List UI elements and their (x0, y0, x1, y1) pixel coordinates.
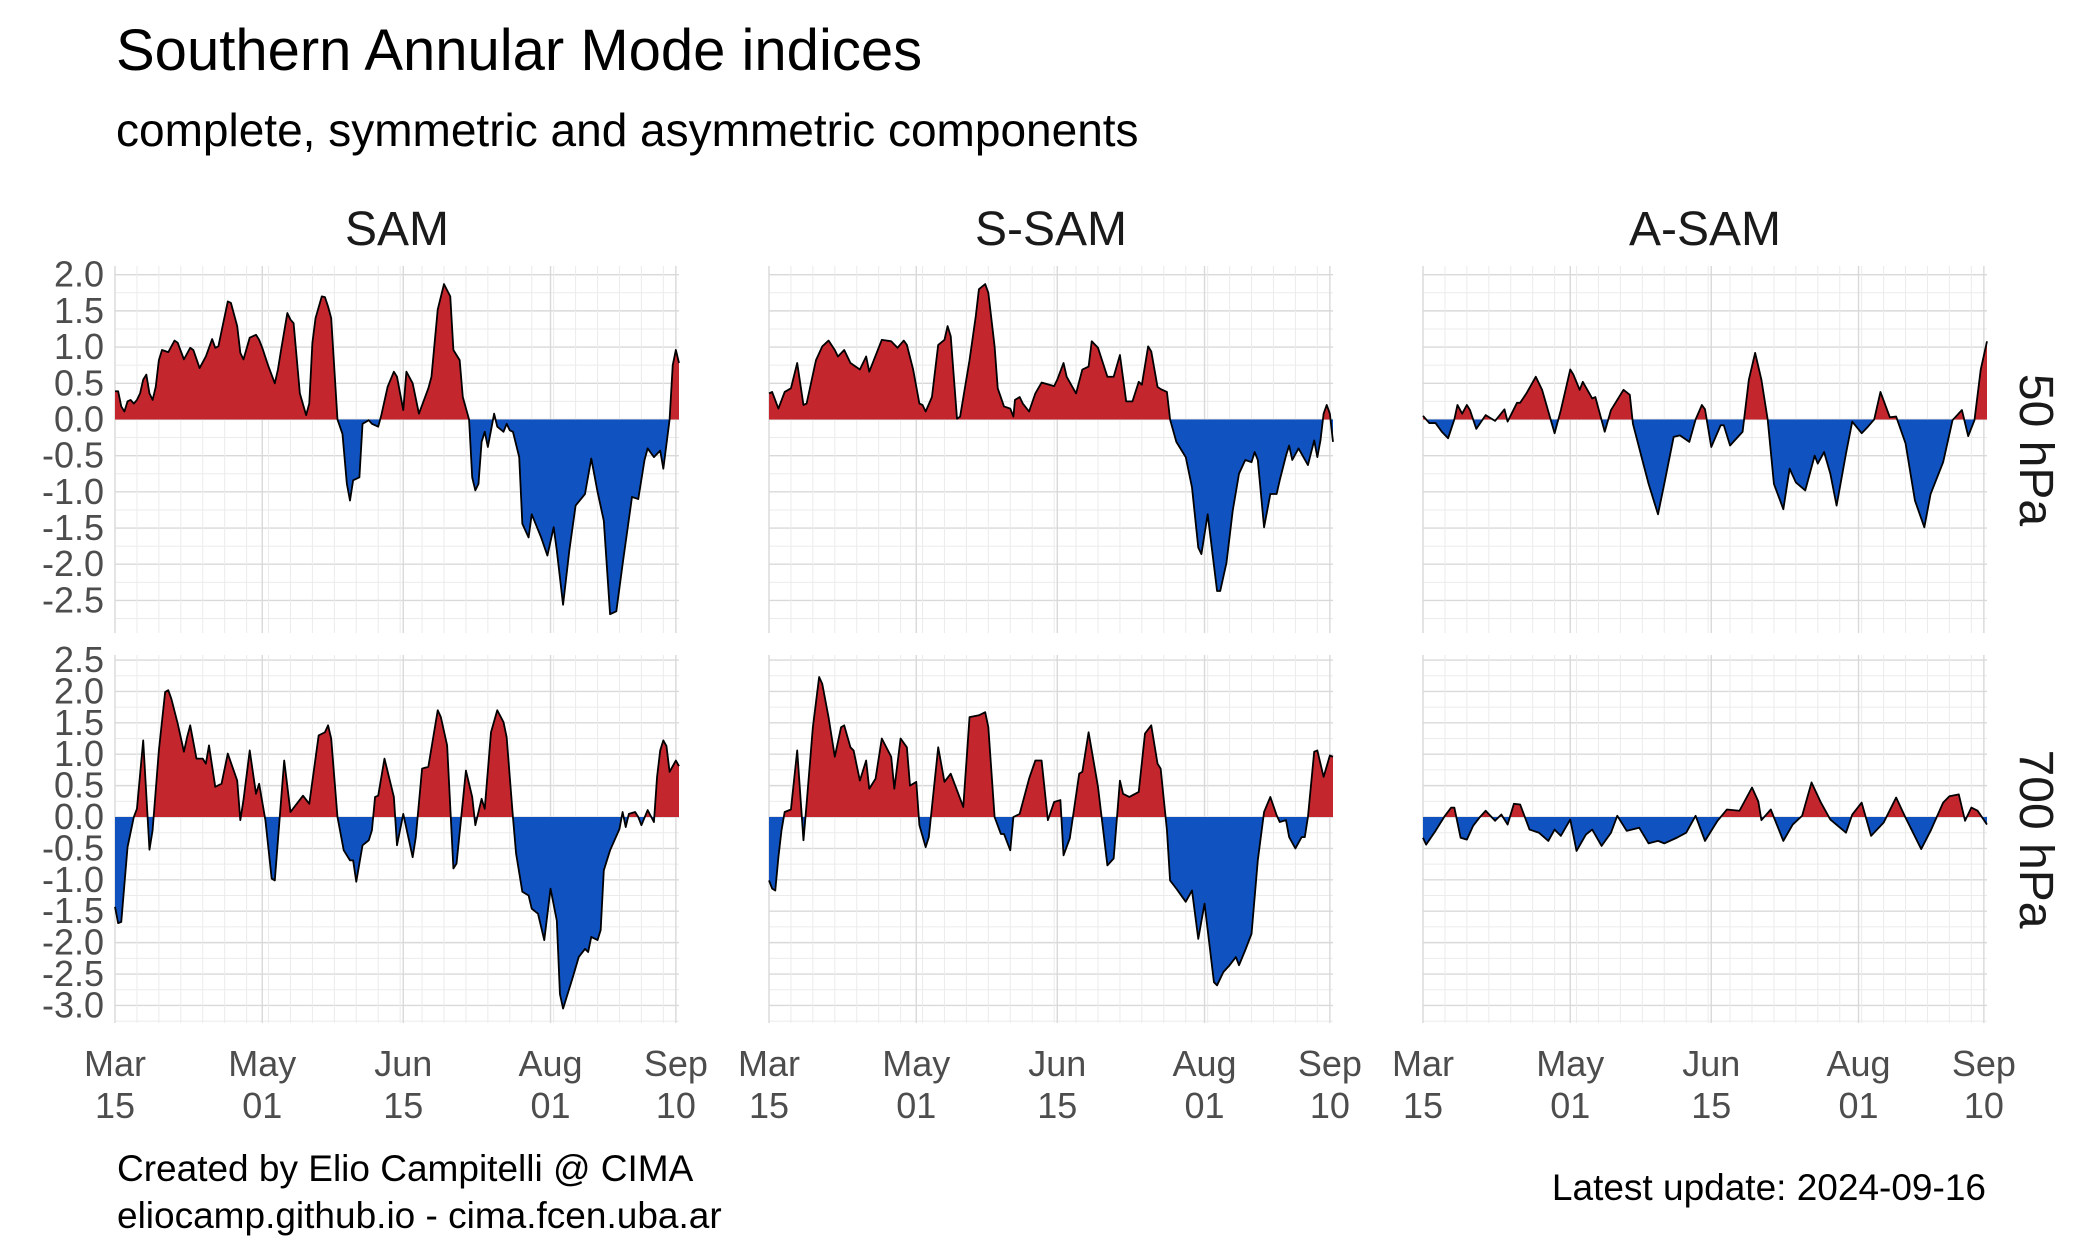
x-tick-label-month: Aug (1173, 1043, 1237, 1084)
x-tick-label-day: 15 (1037, 1085, 1077, 1126)
y-tick-label: 0.0 (54, 398, 104, 439)
negative-area (769, 817, 1308, 986)
y-tick-label: 1.0 (54, 733, 104, 774)
negative-area (1423, 817, 1987, 851)
series-line (1422, 341, 1988, 529)
x-tick-label-day: 15 (95, 1085, 135, 1126)
y-axes: 2.01.51.00.50.0-0.5-1.0-1.5-2.0-2.52.52.… (42, 254, 104, 1026)
y-tick-label: -2.5 (42, 953, 104, 994)
x-tick-label-month: Sep (1952, 1043, 2016, 1084)
x-axes: Mar15May01Jun15Aug01Sep10Mar15May01Jun15… (84, 1043, 2016, 1126)
y-tick-label: 1.0 (54, 326, 104, 367)
y-tick-label: 1.5 (54, 290, 104, 331)
x-tick-label-month: Sep (644, 1043, 708, 1084)
y-tick-label: -2.0 (42, 543, 104, 584)
panel-sam-700hpa (114, 655, 680, 1023)
x-tick-label-day: 15 (383, 1085, 423, 1126)
x-tick-label-month: Aug (519, 1043, 583, 1084)
caption-latest-update: Latest update: 2024-09-16 (1552, 1167, 1986, 1208)
panel-a-sam-700hpa (1422, 655, 1988, 1023)
caption-urls: eliocamp.github.io - cima.fcen.uba.ar (117, 1195, 722, 1236)
y-tick-label: 2.5 (54, 639, 104, 680)
y-tick-label: 0.5 (54, 362, 104, 403)
panel-s-sam-50hpa (768, 266, 1334, 633)
x-tick-label-day: 01 (242, 1085, 282, 1126)
y-tick-label: -0.5 (42, 827, 104, 868)
y-tick-label: -1.0 (42, 859, 104, 900)
y-tick-label: -1.5 (42, 507, 104, 548)
x-tick-label-day: 10 (1310, 1085, 1350, 1126)
x-tick-label-month: Jun (1682, 1043, 1740, 1084)
y-tick-label: -1.0 (42, 471, 104, 512)
x-tick-label-day: 01 (1550, 1085, 1590, 1126)
chart-subtitle: complete, symmetric and asymmetric compo… (116, 104, 1139, 156)
x-tick-label-day: 10 (656, 1085, 696, 1126)
positive-area (115, 284, 679, 420)
x-tick-label-month: May (1536, 1043, 1604, 1084)
positive-area (1444, 782, 1982, 818)
y-tick-label: 0.0 (54, 796, 104, 837)
panel-a-sam-50hpa (1422, 266, 1988, 633)
panels (114, 266, 1988, 1023)
y-tick-label: 2.0 (54, 254, 104, 295)
series-line (1422, 781, 1988, 852)
strip-label-s-sam: S-SAM (975, 203, 1127, 256)
positive-area (783, 676, 1333, 818)
y-tick-label: 2.0 (54, 670, 104, 711)
y-tick-label: -0.5 (42, 435, 104, 476)
x-tick-label-month: May (228, 1043, 296, 1084)
strip-label-a-sam: A-SAM (1629, 203, 1781, 256)
series-line (115, 283, 680, 616)
positive-area (769, 284, 1331, 420)
x-tick-label-month: Mar (738, 1043, 800, 1084)
series-line (768, 283, 1334, 592)
x-tick-label-day: 15 (1691, 1085, 1731, 1126)
strip-label-sam: SAM (345, 203, 449, 256)
series-line (768, 676, 1334, 987)
y-tick-label: -2.5 (42, 579, 104, 620)
y-tick-label: -3.0 (42, 984, 104, 1025)
y-tick-label: -1.5 (42, 890, 104, 931)
x-tick-label-day: 01 (896, 1085, 936, 1126)
x-tick-label-month: Jun (374, 1043, 432, 1084)
negative-area (115, 817, 655, 1009)
x-tick-label-month: Jun (1028, 1043, 1086, 1084)
x-tick-label-month: May (882, 1043, 950, 1084)
negative-area (1170, 419, 1333, 592)
caption-credit: Created by Elio Campitelli @ CIMA (117, 1148, 694, 1189)
series-line (114, 689, 680, 1010)
x-tick-label-day: 01 (531, 1085, 571, 1126)
negative-area (337, 419, 670, 615)
panel-sam-50hpa (114, 266, 680, 633)
panel-s-sam-700hpa (768, 655, 1334, 1023)
x-tick-label-day: 01 (1185, 1085, 1225, 1126)
chart-title: Southern Annular Mode indices (116, 18, 922, 83)
y-tick-label: 0.5 (54, 765, 104, 806)
x-tick-label-month: Mar (84, 1043, 146, 1084)
x-tick-label-day: 01 (1839, 1085, 1879, 1126)
y-tick-label: -2.0 (42, 922, 104, 963)
strip-label-50hpa: 50 hPa (2009, 374, 2062, 526)
strip-label-700hpa: 700 hPa (2009, 750, 2062, 929)
x-tick-label-day: 15 (749, 1085, 789, 1126)
positive-area (1423, 341, 1987, 420)
x-tick-label-month: Sep (1298, 1043, 1362, 1084)
positive-area (133, 690, 680, 818)
y-tick-label: 1.5 (54, 702, 104, 743)
x-tick-label-month: Mar (1392, 1043, 1454, 1084)
x-tick-label-month: Aug (1827, 1043, 1891, 1084)
x-tick-label-day: 10 (1964, 1085, 2004, 1126)
x-tick-label-day: 15 (1403, 1085, 1443, 1126)
